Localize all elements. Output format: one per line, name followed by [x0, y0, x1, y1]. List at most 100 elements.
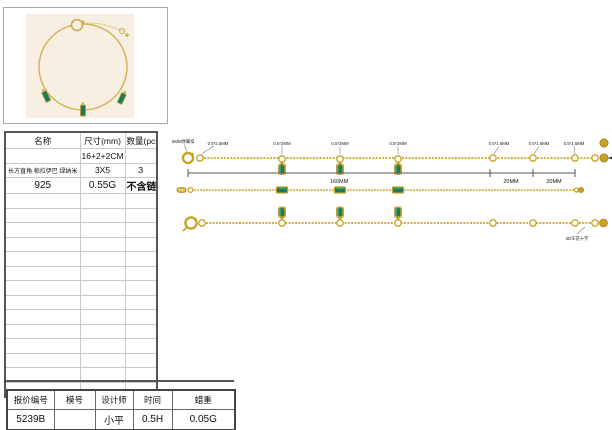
quote-header-time: 时间 [132, 389, 173, 410]
green-stone-charm [41, 88, 52, 103]
spec-empty-cell [124, 251, 158, 267]
spec-empty-cell [79, 251, 126, 267]
quote-designer: 小平 [94, 409, 134, 430]
spec-empty-rows [4, 193, 158, 398]
clasp-icon [70, 18, 84, 32]
quote-wax: 0.05G [171, 409, 236, 430]
extension-chain-icon [83, 22, 125, 33]
spec-empty-cell [124, 294, 158, 310]
spec-row: 925 0.55G 不含链 [4, 177, 158, 194]
green-stone-charm [79, 102, 87, 117]
spec-empty-cell [79, 294, 126, 310]
jump-ring-label: 0.5*2MM [389, 141, 407, 146]
spec-cell: 3 [124, 162, 158, 178]
spring-clasp-icon [181, 151, 195, 165]
stone-charm [277, 155, 287, 176]
spec-cell: 925 [4, 177, 81, 194]
spec-empty-cell [79, 193, 126, 209]
quote-header-number: 报价编号 [6, 389, 55, 410]
spec-empty-row [4, 222, 158, 238]
quote-header-mold: 模号 [53, 389, 96, 410]
bracelet-photo-icon [38, 18, 129, 117]
spring-clasp-icon [184, 216, 198, 230]
spec-header-qty: 数量(pcs) [124, 131, 158, 149]
stone-flat [391, 186, 405, 194]
spec-empty-cell [4, 352, 81, 368]
green-stone-charm [116, 90, 127, 105]
divider-line [6, 380, 234, 382]
stone-charm [277, 206, 287, 227]
spec-empty-cell [4, 294, 81, 310]
jump-ring-label: 0.5*2MM [273, 141, 291, 146]
spec-header-size: 尺寸(mm) [79, 131, 126, 149]
spec-empty-row [4, 251, 158, 267]
spec-empty-cell [4, 265, 81, 281]
spec-empty-cell [4, 309, 81, 325]
end-bead-icon [599, 218, 608, 228]
end-bead-icon [599, 138, 609, 148]
spec-empty-cell [4, 222, 81, 238]
spec-row: 长方直角 帕拉伊巴 绿纳米 3X5 3 [4, 162, 158, 178]
spec-cell [4, 148, 81, 164]
spec-empty-cell [4, 338, 81, 354]
quote-number: 5239B [6, 409, 55, 430]
product-photo [26, 14, 134, 118]
spec-empty-cell [124, 265, 158, 281]
spec-empty-cell [79, 352, 126, 368]
spec-empty-cell [124, 207, 158, 223]
spec-empty-row [4, 338, 158, 354]
end-bead-label: 3D车花十字 [566, 235, 589, 242]
jump-ring-label: 0.5*1.5MM [489, 141, 510, 146]
clasp-label: 5MM弹簧扣 [172, 138, 194, 145]
spec-empty-cell [79, 309, 126, 325]
spec-empty-row [4, 309, 158, 325]
spec-header-row: 名称 尺寸(mm) 数量(pcs) [4, 131, 158, 149]
spec-cell: 16+2+2CM [79, 148, 126, 164]
spec-cell: 不含链 [124, 177, 158, 194]
spec-empty-cell [124, 236, 158, 252]
spec-empty-row [4, 294, 158, 310]
spec-empty-row [4, 265, 158, 281]
end-bead-icon [599, 153, 609, 163]
stone-charm [335, 206, 345, 227]
spec-empty-cell [79, 338, 126, 354]
technical-drawing: 5MM弹簧扣 0.5*2.5MM 0.5*2MM 0.5*2MM 0.5*2MM… [172, 138, 612, 242]
spec-empty-row [4, 207, 158, 223]
stone-flat [275, 186, 289, 194]
quote-header-row: 报价编号 模号 设计师 时间 蜡重 [6, 389, 236, 410]
bracelet-side-view [176, 186, 584, 194]
stone-charm [393, 155, 403, 176]
stone-charm [335, 155, 345, 176]
spec-empty-row [4, 323, 158, 339]
dim-ext1-label: 20MM [503, 179, 519, 185]
jump-ring-label: 0.5*2MM [331, 141, 349, 146]
jump-ring-label: 0.5*2.5MM [208, 141, 229, 146]
spec-empty-row [4, 352, 158, 368]
jump-ring-label: 0.5*1.5MM [564, 141, 585, 146]
bracelet-bottom-view: 3D车花十字 [182, 206, 608, 242]
arrow-icon [608, 156, 612, 160]
spec-empty-cell [4, 236, 81, 252]
spec-empty-cell [79, 222, 126, 238]
spec-empty-cell [79, 265, 126, 281]
spec-cell [124, 148, 158, 164]
spec-table: 名称 尺寸(mm) 数量(pcs) 16+2+2CM 长方直角 帕拉伊巴 绿纳米… [4, 131, 158, 398]
spec-empty-cell [124, 338, 158, 354]
spec-empty-cell [124, 280, 158, 296]
spec-cell: 长方直角 帕拉伊巴 绿纳米 [4, 162, 81, 178]
spec-empty-cell [4, 280, 81, 296]
bracelet-top-view: 5MM弹簧扣 0.5*2.5MM 0.5*2MM 0.5*2MM 0.5*2MM… [172, 138, 612, 176]
spec-empty-cell [124, 193, 158, 209]
spec-empty-cell [124, 323, 158, 339]
spec-empty-row [4, 193, 158, 209]
quote-value-row: 5239B 小平 0.5H 0.05G [6, 409, 236, 430]
stone-flat [333, 186, 347, 194]
spec-empty-cell [4, 323, 81, 339]
quote-mold [53, 409, 96, 430]
quote-header-wax: 蜡重 [171, 389, 236, 410]
spec-empty-cell [4, 251, 81, 267]
spec-cell: 3X5 [79, 162, 126, 178]
jump-ring-label: 0.5*1.5MM [529, 141, 550, 146]
spec-empty-cell [124, 222, 158, 238]
